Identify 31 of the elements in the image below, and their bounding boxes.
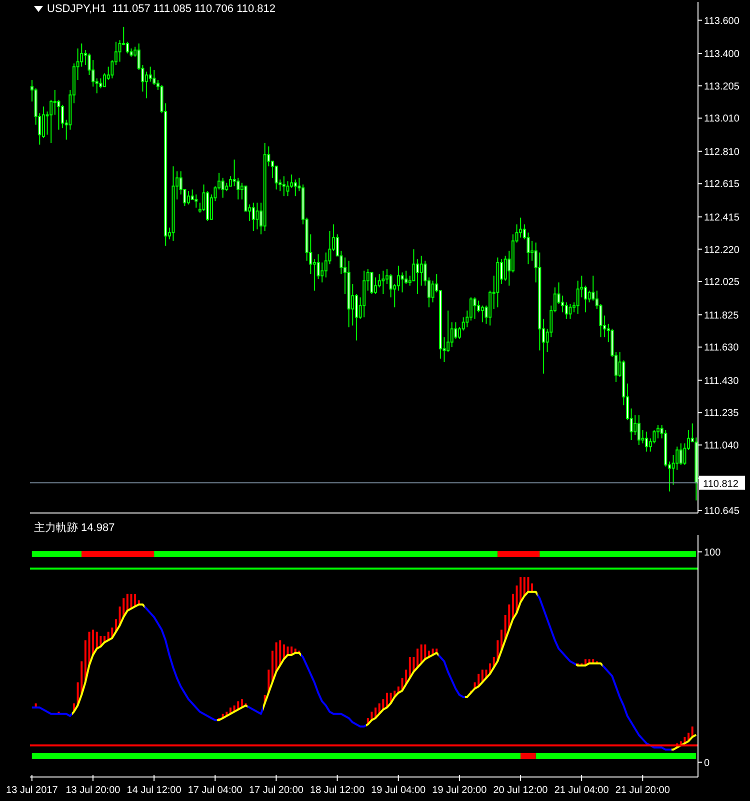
- y-tick-label: 112.025: [704, 277, 740, 288]
- x-tick-label: 17 Jul 20:00: [248, 785, 304, 796]
- x-tick-label: 14 Jul 12:00: [126, 785, 182, 796]
- ref-line-label: 110.812: [703, 478, 739, 490]
- y-tick-label: 112.220: [704, 244, 740, 256]
- chart-title: USDJPY,H1 111.057 111.085 110.706 110.812: [47, 3, 276, 15]
- y-tick-label: 112.615: [704, 179, 740, 190]
- y-tick-label: 111.430: [704, 376, 740, 387]
- x-tick-label: 13 Jul 2017: [6, 785, 58, 796]
- y-tick-label: 111.825: [704, 310, 740, 322]
- y-tick-label: 113.205: [704, 81, 740, 92]
- y-tick-label: 113.400: [704, 48, 740, 60]
- y-tick-label: 0: [704, 758, 710, 769]
- y-tick-label: 113.600: [704, 16, 740, 27]
- x-tick-label: 19 Jul 20:00: [432, 785, 488, 796]
- y-tick-label: 110.645: [704, 506, 740, 518]
- y-tick-label: 111.630: [704, 342, 740, 354]
- x-tick-label: 21 Jul 20:00: [615, 785, 670, 796]
- x-tick-label: 21 Jul 04:00: [554, 785, 610, 796]
- x-tick-label: 17 Jul 04:00: [188, 785, 243, 796]
- y-tick-label: 113.010: [704, 114, 740, 125]
- x-tick-label: 13 Jul 20:00: [66, 785, 121, 796]
- y-tick-label: 111.235: [704, 408, 740, 420]
- chart-title: 主力軌跡 14.987: [34, 520, 115, 535]
- y-tick-label: 112.415: [704, 212, 740, 224]
- y-tick-label: 112.810: [704, 146, 740, 158]
- y-tick-label: 111.040: [704, 440, 740, 452]
- x-tick-label: 20 Jul 12:00: [493, 785, 548, 796]
- x-tick-label: 18 Jul 12:00: [310, 785, 365, 796]
- y-tick-label: 100: [704, 547, 722, 558]
- x-tick-label: 19 Jul 04:00: [371, 785, 426, 796]
